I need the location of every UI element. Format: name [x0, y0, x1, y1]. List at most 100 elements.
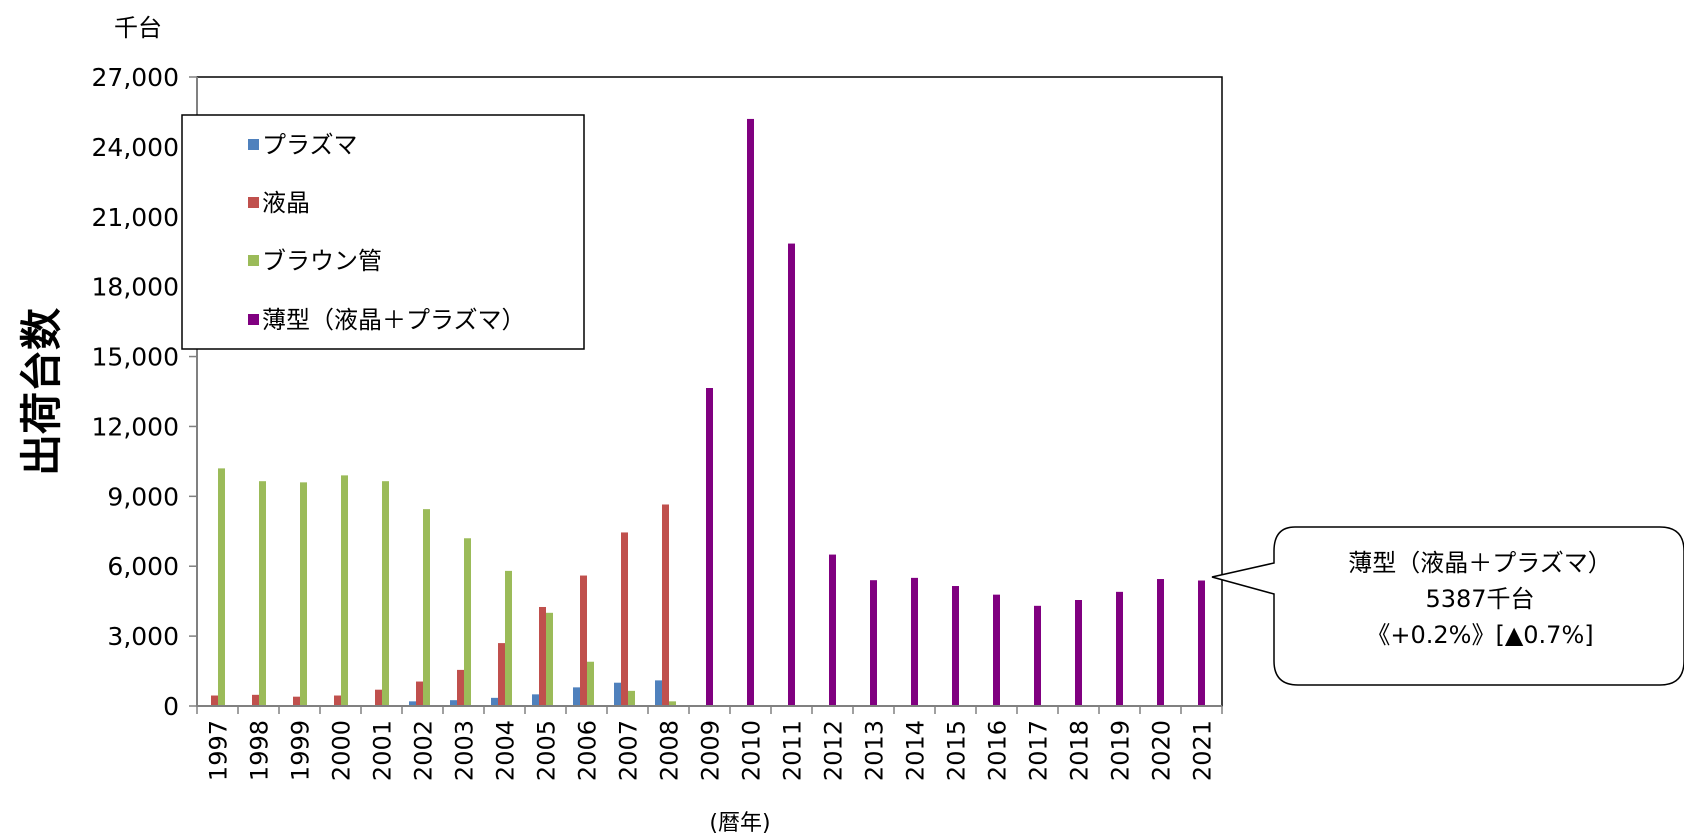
- bar-lcd: [334, 695, 341, 706]
- callout-line-2: 5387千台: [1425, 585, 1535, 613]
- x-tick-label: 2017: [1025, 720, 1053, 781]
- x-tick-label: 2000: [328, 720, 356, 781]
- bar-flat: [747, 118, 754, 706]
- bar-flat: [1116, 591, 1123, 706]
- bar-crt: [300, 482, 307, 706]
- x-tick-label: 2003: [451, 720, 479, 781]
- y-tick-label: 27,000: [92, 63, 179, 92]
- y-tick-label: 15,000: [92, 343, 179, 372]
- bar-crt: [669, 701, 676, 706]
- x-tick-label: 2021: [1189, 720, 1217, 781]
- bar-crt: [218, 468, 225, 706]
- bar-lcd: [539, 606, 546, 706]
- x-axis-label: (暦年): [709, 811, 770, 835]
- y-tick-label: 21,000: [92, 203, 179, 232]
- bar-crt: [259, 481, 266, 706]
- bar-lcd: [662, 504, 669, 706]
- bar-crt: [382, 481, 389, 706]
- bar-flat: [911, 577, 918, 706]
- bar-plasma: [409, 701, 416, 706]
- bar-plasma: [450, 700, 457, 706]
- bar-lcd: [293, 696, 300, 706]
- x-tick-label: 2012: [820, 720, 848, 781]
- bar-flat: [993, 594, 1000, 706]
- x-tick-label: 1997: [205, 720, 233, 781]
- callout-line-1: 薄型（液晶＋プラズマ）: [1348, 549, 1612, 577]
- bar-flat: [1075, 600, 1082, 706]
- bar-plasma: [573, 687, 580, 706]
- bar-flat: [870, 580, 877, 706]
- x-tick-label: 2018: [1066, 720, 1094, 781]
- legend-swatch: [248, 139, 259, 150]
- bar-crt: [464, 538, 471, 706]
- legend-label: ブラウン管: [262, 247, 382, 275]
- y-axis-label: 出荷台数: [17, 308, 66, 476]
- x-tick-label: 2015: [943, 720, 971, 781]
- unit-label: 千台: [114, 14, 162, 42]
- bar-plasma: [614, 682, 621, 706]
- x-tick-label: 1999: [287, 720, 315, 781]
- bar-flat: [829, 554, 836, 706]
- bar-lcd: [498, 643, 505, 706]
- bars-layer: [211, 118, 1205, 706]
- bar-flat: [1157, 579, 1164, 706]
- x-tick-label: 2013: [861, 720, 889, 781]
- bar-flat: [1198, 580, 1205, 706]
- legend-swatch: [248, 197, 259, 208]
- bar-plasma: [655, 680, 662, 706]
- bar-lcd: [211, 695, 218, 706]
- bar-lcd: [252, 694, 259, 706]
- x-tick-label: 2004: [492, 720, 520, 781]
- y-tick-label: 24,000: [92, 133, 179, 162]
- bar-plasma: [532, 694, 539, 706]
- legend-swatch: [248, 314, 259, 325]
- x-tick-label: 2010: [738, 720, 766, 781]
- y-tick-label: 9,000: [107, 482, 179, 511]
- x-tick-label: 2005: [533, 720, 561, 781]
- y-ticks-layer: 0 3,000 6,000 9,000 12,000 15,000 18,000 21,000…: [92, 63, 197, 721]
- x-tick-label: 2009: [697, 720, 725, 781]
- legend-label: 薄型（液晶＋プラズマ）: [262, 306, 526, 334]
- y-tick-label: 12,000: [92, 412, 179, 441]
- bar-lcd: [621, 532, 628, 706]
- x-tick-label: 2019: [1107, 720, 1135, 781]
- callout-text: 薄型（液晶＋プラズマ） 5387千台 《+0.2%》[▲0.7%]: [1274, 527, 1684, 685]
- bar-crt: [628, 690, 635, 706]
- bar-lcd: [375, 689, 382, 706]
- bar-crt: [505, 570, 512, 706]
- bar-lcd: [457, 669, 464, 706]
- bar-lcd: [580, 575, 587, 706]
- x-tick-label: 2002: [410, 720, 438, 781]
- x-tick-label: 2008: [656, 720, 684, 781]
- callout-line-3: 《+0.2%》[▲0.7%]: [1366, 621, 1594, 649]
- x-tick-label: 2020: [1148, 720, 1176, 781]
- legend-label: プラズマ: [262, 131, 358, 159]
- legend-swatch: [248, 255, 259, 266]
- bar-flat: [788, 243, 795, 706]
- x-ticks-layer: 1997 1998 1999 2000 2001 2002 2003 2004 2005 2006…: [196, 706, 1223, 781]
- bar-crt: [546, 612, 553, 706]
- y-tick-label: 6,000: [107, 552, 179, 581]
- x-tick-label: 1998: [246, 720, 274, 781]
- x-tick-label: 2001: [369, 720, 397, 781]
- y-tick-label: 0: [163, 692, 179, 721]
- y-tick-label: 3,000: [107, 622, 179, 651]
- bar-crt: [423, 509, 430, 706]
- x-tick-label: 2007: [615, 720, 643, 781]
- bar-crt: [341, 475, 348, 706]
- bar-crt: [587, 661, 594, 706]
- bar-plasma: [491, 697, 498, 706]
- bar-flat: [952, 586, 959, 706]
- bar-lcd: [416, 681, 423, 706]
- y-tick-label: 18,000: [92, 273, 179, 302]
- legend-box: [181, 114, 585, 350]
- bar-flat: [1034, 605, 1041, 706]
- x-tick-label: 2011: [779, 720, 807, 781]
- x-tick-label: 2016: [984, 720, 1012, 781]
- x-tick-label: 2014: [902, 720, 930, 781]
- bar-flat: [706, 388, 713, 706]
- x-tick-label: 2006: [574, 720, 602, 781]
